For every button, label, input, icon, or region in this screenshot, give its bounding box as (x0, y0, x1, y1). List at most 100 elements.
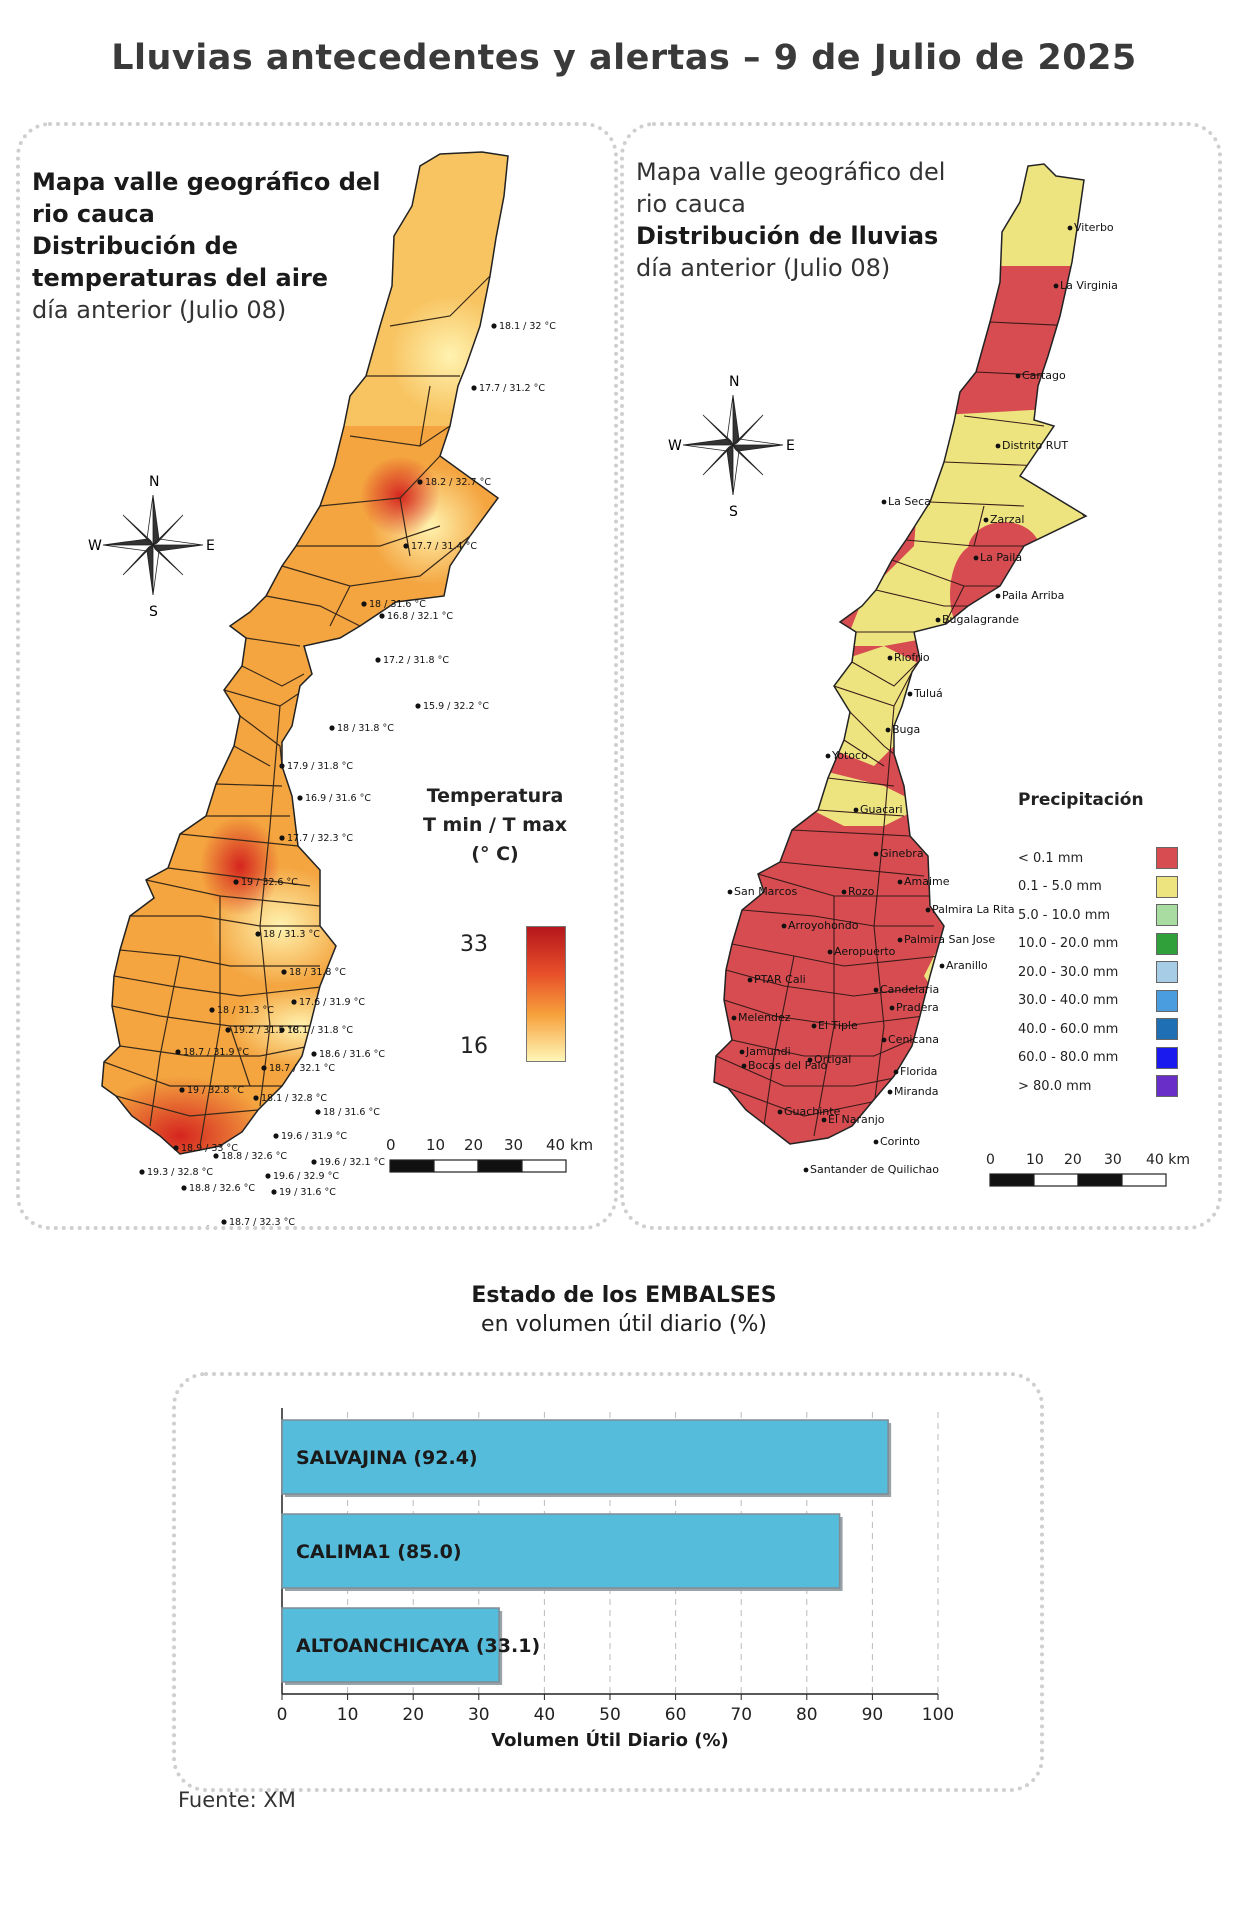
station-label: 18 / 31.8 °C (337, 723, 394, 734)
place-label: Aeropuerto (834, 945, 896, 958)
place-dot (747, 977, 753, 983)
svg-text:W: W (668, 438, 682, 454)
station-dot (471, 385, 477, 391)
legend-item: 20.0 - 30.0 mm (1018, 958, 1178, 987)
place-label: PTAR Cali (754, 973, 806, 986)
station-dot (311, 1051, 317, 1057)
x-tick-label: 70 (730, 1705, 752, 1725)
legend-label: 20.0 - 30.0 mm (1018, 964, 1119, 980)
legend-item: 30.0 - 40.0 mm (1018, 987, 1178, 1016)
place-dot (887, 1089, 893, 1095)
legend-item: 60.0 - 80.0 mm (1018, 1044, 1178, 1073)
legend-swatch (1156, 1046, 1178, 1069)
legend-swatch (1156, 989, 1178, 1012)
rainfall-map-panel: Mapa valle geográfico del rio cauca Dist… (620, 122, 1222, 1230)
place-label: Palmira San Jose (904, 933, 995, 946)
bar-altoanchicaya (281, 1607, 500, 1683)
station-dot (297, 795, 303, 801)
scale-label: 0 (386, 1136, 396, 1154)
x-tick-label: 90 (862, 1705, 884, 1725)
temperature-legend: Temperatura T min / T max (° C) (422, 785, 568, 865)
place-dot (973, 555, 979, 561)
svg-text:N: N (149, 474, 159, 490)
station-label: 18.8 / 32.6 °C (189, 1183, 255, 1194)
station-label: 18.7 / 32.1 °C (269, 1063, 335, 1074)
place-dot (781, 923, 787, 929)
station-dot (175, 1049, 181, 1055)
place-label: Ginebra (880, 847, 924, 860)
place-dot (893, 1069, 899, 1075)
station-label: 18.1 / 31.8 °C (287, 1025, 353, 1036)
legend-label: 0.1 - 5.0 mm (1018, 879, 1102, 895)
station-label: 19 / 32.8 °C (187, 1085, 244, 1096)
x-tick-label: 0 (277, 1705, 288, 1725)
legend-swatch (1156, 932, 1178, 955)
place-label: Pradera (896, 1001, 939, 1014)
legend-max-value: 33 (460, 932, 488, 957)
place-label: San Marcos (734, 885, 797, 898)
legend-label: 10.0 - 20.0 mm (1018, 936, 1119, 952)
place-dot (821, 1117, 827, 1123)
place-dot (887, 655, 893, 661)
place-dot (995, 593, 1001, 599)
legend-item: 5.0 - 10.0 mm (1018, 901, 1178, 930)
place-dot (727, 889, 733, 895)
station-label: 19.2 / 31.5 °C (233, 1025, 299, 1036)
station-dot (253, 1095, 259, 1101)
x-tick-label: 80 (796, 1705, 818, 1725)
bar-label: SALVAJINA (92.4) (296, 1447, 478, 1469)
scale-label: 10 (1026, 1152, 1044, 1168)
station-dot (415, 703, 421, 709)
station-dot (329, 725, 335, 731)
north-arrow-icon: N S E W (88, 474, 215, 620)
station-dot (491, 323, 497, 329)
scale-label: 20 (464, 1136, 483, 1154)
place-label: Corinto (880, 1135, 920, 1148)
place-label: Ortigal (814, 1053, 851, 1066)
temperature-panel-title: Mapa valle geográfico del rio cauca Dist… (32, 168, 381, 324)
place-label: Cartago (1022, 369, 1066, 382)
station-label: 17.7 / 31.4 °C (411, 541, 477, 552)
place-label: La Virginia (1060, 279, 1118, 292)
scale-label: 40 km (1146, 1152, 1190, 1168)
place-dot (827, 949, 833, 955)
svg-text:W: W (88, 538, 102, 554)
place-label: Guacari (860, 803, 903, 816)
rainfall-panel-title: Mapa valle geográfico del rio cauca Dist… (636, 158, 946, 282)
bar-salvajina (281, 1419, 889, 1495)
station-label: 18.8 / 32.6 °C (221, 1151, 287, 1162)
scale-label: 10 (426, 1136, 445, 1154)
station-label: 18.9 / 33 °C (181, 1143, 238, 1154)
place-dot (881, 499, 887, 505)
place-dot (881, 1037, 887, 1043)
place-dot (925, 907, 931, 913)
station-dot (273, 1133, 279, 1139)
legend-swatch (1156, 904, 1178, 927)
place-dot (907, 691, 913, 697)
place-dot (873, 987, 879, 993)
station-dot (279, 1027, 285, 1033)
place-label: Amaime (904, 875, 950, 888)
place-label: Tuluá (913, 687, 943, 700)
legend-label: < 0.1 mm (1018, 850, 1084, 866)
place-dot (807, 1057, 813, 1063)
station-dot (261, 1065, 267, 1071)
bar-label: ALTOANCHICAYA (33.1) (296, 1635, 540, 1657)
station-dot (281, 969, 287, 975)
place-label: Melendez (738, 1011, 791, 1024)
station-dot (311, 1159, 317, 1165)
place-label: Zarzal (990, 513, 1024, 526)
legend-item: > 80.0 mm (1018, 1072, 1178, 1101)
scale-label: 0 (986, 1152, 995, 1168)
place-label: Yotoco (831, 749, 868, 762)
x-tick-label: 100 (922, 1705, 954, 1725)
legend-swatch (1156, 1075, 1178, 1098)
station-label: 18.7 / 32.3 °C (229, 1217, 295, 1226)
station-label: 19.6 / 32.9 °C (273, 1171, 339, 1182)
place-label: Arroyohondo (788, 919, 859, 932)
place-dot (885, 727, 891, 733)
place-label: Rozo (848, 885, 875, 898)
station-label: 18 / 31.3 °C (263, 929, 320, 940)
x-tick-label: 40 (534, 1705, 556, 1725)
station-dot (417, 479, 423, 485)
